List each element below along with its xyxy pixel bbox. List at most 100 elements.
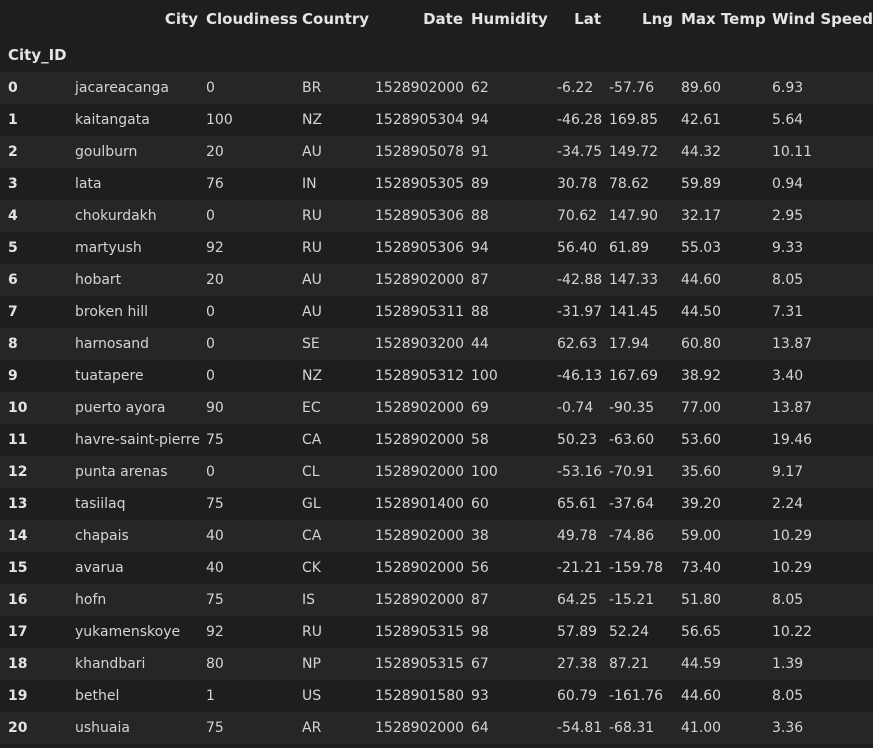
table-cell: 10.29 (772, 528, 813, 544)
table-cell: 100 (471, 464, 498, 480)
row-index: 9 (8, 368, 18, 384)
table-cell: 2.95 (772, 208, 804, 224)
table-cell: 98 (471, 624, 489, 640)
table-cell: 62.63 (557, 336, 598, 352)
table-cell: 1528902000 (375, 400, 465, 416)
table-cell: hobart (75, 272, 122, 288)
row-index: 10 (8, 400, 28, 416)
table-cell: 75 (206, 720, 224, 736)
table-cell: IN (302, 176, 317, 192)
table-cell: lata (75, 176, 102, 192)
table-row: 15 avarua 40 CK 1528902000 56 -21.21 -159.78 73.… (0, 552, 873, 584)
table-cell: 1528905306 (375, 240, 465, 256)
table-cell: 56.40 (557, 240, 598, 256)
table-cell: 40 (206, 528, 224, 544)
table-cell: 93 (471, 688, 489, 704)
table-cell: RU (302, 624, 322, 640)
table-cell: AU (302, 304, 322, 320)
table-row: 6 hobart 20 AU 1528902000 87 -42.88 147.33 44.60… (0, 264, 873, 296)
column-header: Date (423, 10, 463, 28)
table-cell: 1528905312 (375, 368, 465, 384)
column-header: Max Temp (681, 10, 766, 28)
table-cell: 0 (206, 304, 215, 320)
table-cell: 59.89 (681, 176, 722, 192)
table-cell: 94 (471, 240, 489, 256)
table-cell: 42.61 (681, 112, 722, 128)
table-cell: -21.21 (557, 560, 603, 576)
table-cell: EC (302, 400, 321, 416)
table-cell: IS (302, 592, 316, 608)
table-cell: 1528905315 (375, 656, 465, 672)
table-cell: yukamenskoye (75, 624, 181, 640)
table-cell: -31.97 (557, 304, 603, 320)
table-cell: 61.89 (609, 240, 650, 256)
row-index: 18 (8, 656, 28, 672)
table-cell: 64 (471, 720, 489, 736)
table-cell: 65.61 (557, 496, 598, 512)
table-cell: 94 (471, 112, 489, 128)
row-index: 8 (8, 336, 18, 352)
table-cell: 38 (471, 528, 489, 544)
table-cell: 100 (471, 368, 498, 384)
table-cell: 69 (471, 400, 489, 416)
table-cell: jacareacanga (75, 80, 170, 96)
table-cell: 6.93 (772, 80, 804, 96)
table-cell: 7.31 (772, 304, 804, 320)
table-cell: US (302, 688, 322, 704)
column-header-row: City Cloudiness Country Date Humidity La… (0, 0, 873, 38)
table-cell: -161.76 (609, 688, 664, 704)
table-cell: -159.78 (609, 560, 664, 576)
table-cell: 87 (471, 272, 489, 288)
column-header: Lng (642, 10, 673, 28)
table-cell: 100 (206, 112, 233, 128)
table-cell: -74.86 (609, 528, 655, 544)
table-cell: havre-saint-pierre (75, 432, 200, 448)
table-row: 5 martyush 92 RU 1528905306 94 56.40 61.89 55.03… (0, 232, 873, 264)
table-cell: CL (302, 464, 320, 480)
table-cell: 57.89 (557, 624, 598, 640)
table-cell: 75 (206, 496, 224, 512)
table-cell: 147.90 (609, 208, 658, 224)
table-cell: 89 (471, 176, 489, 192)
table-cell: 32.17 (681, 208, 722, 224)
table-cell: -46.28 (557, 112, 603, 128)
table-cell: 56.65 (681, 624, 722, 640)
table-row: 1 kaitangata 100 NZ 1528905304 94 -46.28 169.85… (0, 104, 873, 136)
table-cell: khandbari (75, 656, 146, 672)
table-cell: 88 (471, 208, 489, 224)
table-cell: 67 (471, 656, 489, 672)
row-index: 7 (8, 304, 18, 320)
table-cell: 5.64 (772, 112, 804, 128)
table-cell: GL (302, 496, 321, 512)
table-cell: -90.35 (609, 400, 655, 416)
table-cell: avarua (75, 560, 124, 576)
table-cell: broken hill (75, 304, 148, 320)
table-cell: 2.24 (772, 496, 804, 512)
table-cell: 147.33 (609, 272, 658, 288)
table-cell: 87 (471, 592, 489, 608)
table-cell: 0 (206, 208, 215, 224)
table-cell: AU (302, 272, 322, 288)
table-cell: 8.05 (772, 592, 804, 608)
table-cell: 9.33 (772, 240, 804, 256)
table-cell: chokurdakh (75, 208, 157, 224)
table-cell: -63.60 (609, 432, 655, 448)
table-row: 14 chapais 40 CA 1528902000 38 49.78 -74.86 59.0… (0, 520, 873, 552)
table-cell: 53.60 (681, 432, 722, 448)
table-cell: -53.16 (557, 464, 603, 480)
row-index: 13 (8, 496, 28, 512)
table-cell: 20 (206, 272, 224, 288)
table-cell: 1528905305 (375, 176, 465, 192)
table-cell: 40 (206, 560, 224, 576)
table-row: 18 khandbari 80 NP 1528905315 67 27.38 87.21 44.… (0, 648, 873, 680)
table-cell: 44.60 (681, 272, 722, 288)
row-index: 16 (8, 592, 28, 608)
table-cell: -54.81 (557, 720, 603, 736)
table-cell: goulburn (75, 144, 138, 160)
table-cell: -68.31 (609, 720, 655, 736)
table-cell: 1528905315 (375, 624, 465, 640)
table-cell: 30.78 (557, 176, 598, 192)
table-cell: 44.60 (681, 688, 722, 704)
table-cell: 3.40 (772, 368, 804, 384)
table-cell: 1.39 (772, 656, 804, 672)
